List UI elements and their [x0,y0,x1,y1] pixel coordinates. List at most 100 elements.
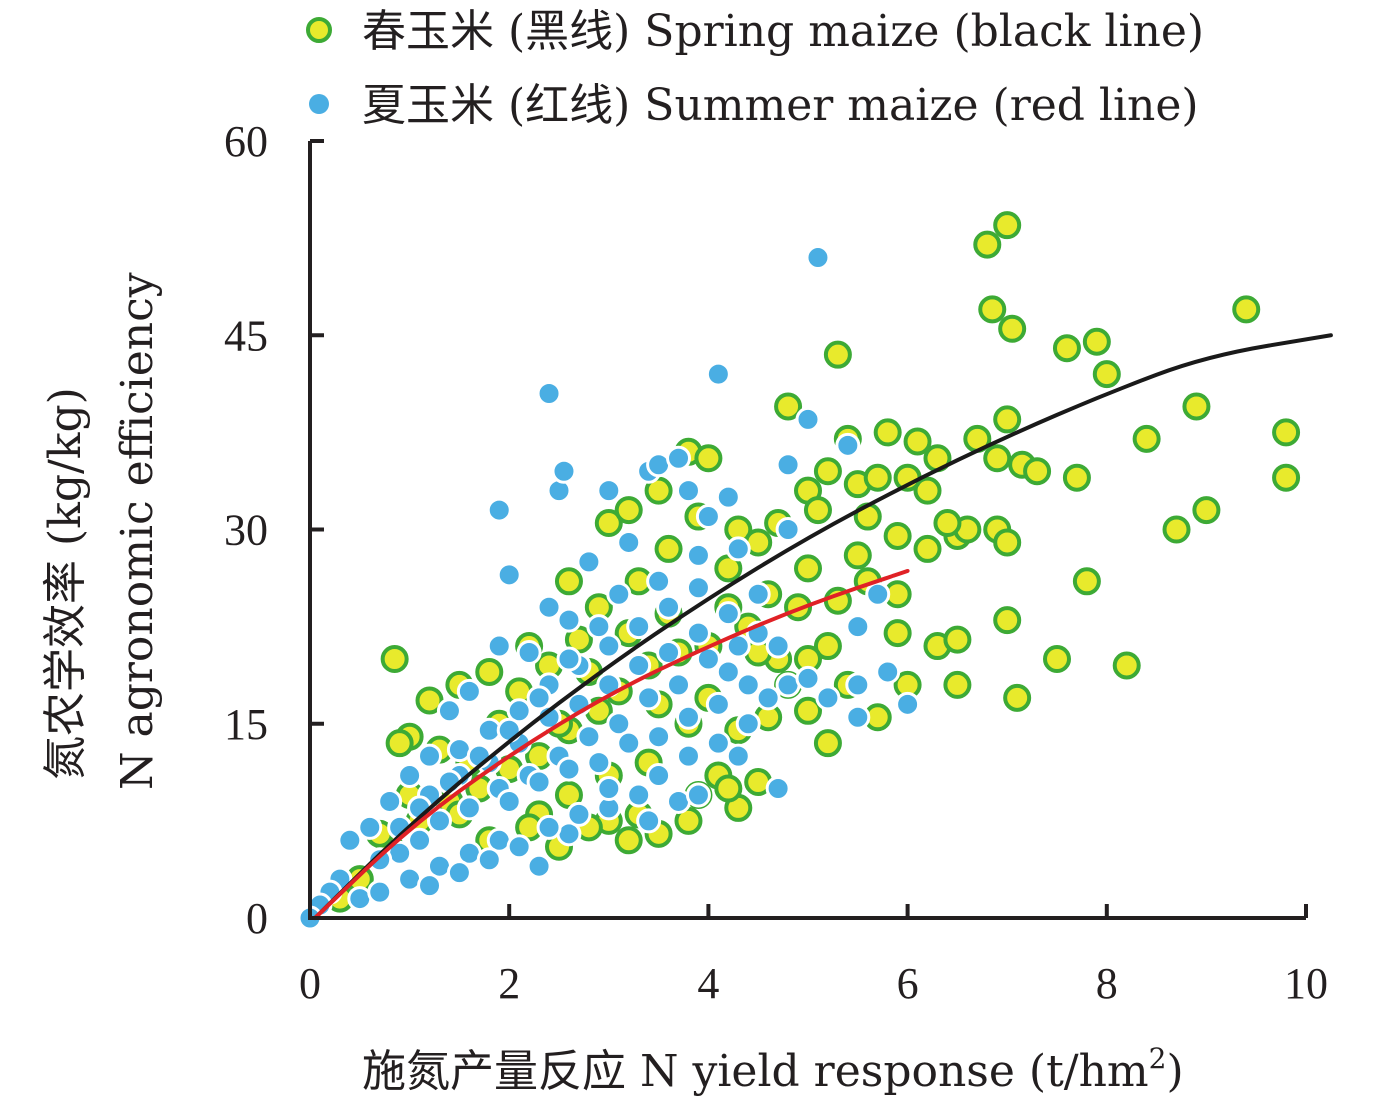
spring-maize-point [813,632,842,661]
spring-maize-point [873,418,902,447]
spring-maize-point [998,314,1027,343]
summer-maize-point [745,581,771,607]
summer-maize-point [765,776,791,801]
summer-maize-point [496,788,522,814]
spring-maize-point [978,295,1007,324]
summer-maize-point [367,879,393,905]
x-axis-title-sup: 2 [1149,1042,1167,1075]
summer-maize-point [417,743,443,769]
summer-maize-point [695,504,721,530]
spring-maize-point [863,463,892,492]
y-axis-title-line1: 氮农学效率 (kg/kg) [40,387,91,780]
summer-maize-point [516,640,542,666]
summer-maize-point [626,782,652,808]
y-tick-label: 15 [224,700,268,749]
summer-maize-point [407,827,433,853]
summer-maize-point [705,730,731,756]
summer-maize-point [556,646,582,672]
fit-lines-layer [312,333,1333,920]
spring-maize-point [1082,327,1111,356]
spring-maize-point [943,625,972,654]
summer-maize-point [397,763,423,789]
x-tick-label: 2 [498,959,520,1008]
spring-maize-point [614,496,643,525]
summer-maize-point [705,691,731,717]
summer-maize-point [446,860,472,886]
summer-maize-point [656,594,682,620]
summer-maize-point [895,691,921,717]
summer-maize-point [476,847,502,873]
spring-maize-point [993,528,1022,557]
summer-maize-point [845,614,871,640]
spring-maize-point [475,657,504,686]
legend-label-spring: 春玉米 (黑线) Spring maize (black line) [362,6,1204,57]
summer-maize-point [675,478,701,504]
spring-maize-point [1132,424,1161,453]
summer-maize-point [576,724,602,750]
legend-marker-spring [306,17,332,43]
spring-maize-point [1182,392,1211,421]
summer-maize-point [506,698,532,724]
summer-maize-point [675,704,701,730]
summer-maize-point [715,659,741,685]
summer-maize-point [715,601,741,627]
summer-maize-point [685,782,711,808]
spring-maize-point [803,496,832,525]
summer-maize-point [725,743,751,769]
spring-maize-point [385,729,414,758]
summer-maize-point [636,808,662,834]
x-axis-title: 施氮产量反应 N yield response (t/hm2) [362,1042,1184,1097]
spring-maize-point [913,534,942,563]
summer-maize-point [775,517,801,542]
summer-maize-point [666,672,692,698]
spring-maize-point [594,509,623,538]
y-tick-label: 0 [246,894,268,943]
summer-maize-point [596,776,622,801]
summer-maize-point [357,814,383,840]
spring-maize-point [554,567,583,596]
summer-maize-point [486,497,512,523]
summer-maize-point [576,549,602,575]
summer-maize-point [835,432,861,458]
x-tick-label: 0 [299,959,321,1008]
summer-maize-point [775,452,801,478]
x-tick-label: 8 [1096,959,1118,1008]
summer-maize-point [636,685,662,711]
spring-maize-point [823,340,852,369]
summer-maize-point [596,633,622,659]
summer-maize-point [566,801,592,827]
summer-maize-point [705,361,731,387]
summer-maize-point [685,620,711,646]
legend-marker-summer [309,94,329,114]
summer-maize-point [586,614,612,640]
spring-maize-point [993,606,1022,635]
summer-maize-point [875,659,901,685]
spring-maize-point [1023,457,1052,486]
summer-maize-point [715,484,741,510]
spring-maize-point [1043,645,1071,673]
summer-maize-point [795,665,821,691]
summer-maize-point [337,827,363,853]
spring-maize-point [714,774,743,803]
summer-maize-point [536,381,562,407]
spring-maize-point [415,686,444,715]
summer-maize-point [805,245,831,271]
summer-maize-point [506,834,532,860]
summer-maize-point [526,769,552,795]
legend: 春玉米 (黑线) Spring maize (black line) 夏玉米 (… [306,6,1204,131]
spring-maize-point [943,670,972,699]
summer-maize-point [526,685,552,711]
summer-maize-point [845,672,871,698]
spring-maize-point [794,554,822,583]
summer-maize-point [735,672,761,698]
summer-maize-point [815,685,841,711]
summer-maize-point [685,542,711,568]
ticks-layer: 0 2 4 6 8 10 0 15 30 45 60 [224,117,1328,1008]
summer-maize-point [606,581,632,607]
spring-maize-point [813,457,842,486]
points-layer [297,211,1301,931]
spring-maize-point [843,541,872,570]
spring-maize-point [993,211,1022,240]
spring-maize-point [1092,360,1121,389]
